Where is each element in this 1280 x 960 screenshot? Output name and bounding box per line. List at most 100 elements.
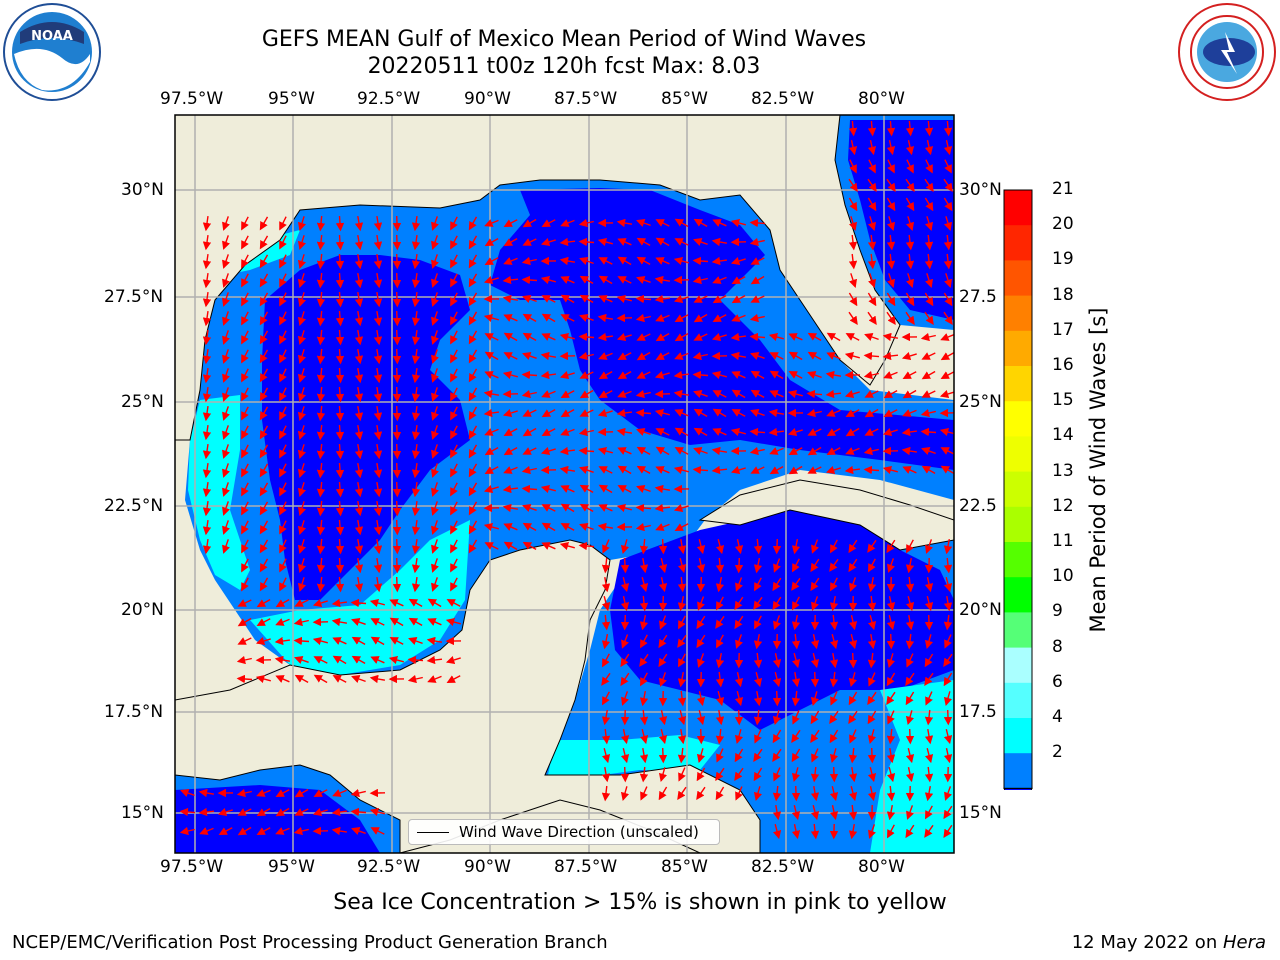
wind-arrow-icon (431, 216, 439, 231)
colorbar-segment (1004, 753, 1032, 789)
wind-arrow-icon (350, 807, 367, 817)
wind-arrow-icon (222, 463, 230, 478)
wind-arrow-icon (241, 539, 249, 554)
wind-arrow-icon (943, 653, 953, 667)
wind-arrow-icon (845, 409, 860, 417)
wind-arrow-icon (886, 672, 896, 687)
wind-arrow-icon (753, 709, 763, 726)
wind-arrow-icon (202, 234, 212, 251)
wind-arrow-icon (297, 368, 307, 384)
wind-arrow-icon (450, 311, 458, 326)
wind-arrow-icon (806, 389, 823, 399)
wind-arrow-icon (331, 826, 348, 836)
wind-arrow-icon (598, 484, 613, 494)
wind-arrow-icon (845, 333, 860, 341)
colorbar-tick-label: 20 (1052, 214, 1074, 235)
wind-arrow-icon (635, 389, 651, 399)
wind-arrow-icon (279, 520, 287, 535)
wind-arrow-icon (335, 557, 345, 574)
wind-arrow-icon (640, 634, 648, 649)
wind-arrow-icon (217, 807, 233, 817)
wind-arrow-icon (788, 351, 803, 361)
wind-arrow-icon (411, 538, 421, 555)
wind-arrow-icon (920, 332, 936, 342)
lon-label-top: 95°W (268, 89, 315, 109)
wind-arrow-icon (925, 691, 933, 706)
wind-arrow-icon (772, 785, 782, 802)
colorbar-segment (1004, 718, 1032, 754)
wind-arrow-icon (921, 370, 936, 380)
wind-arrow-icon (335, 424, 345, 441)
wind-arrow-icon (179, 120, 954, 840)
wind-arrow-icon (180, 789, 195, 797)
wind-arrow-icon (886, 292, 896, 307)
wind-arrow-icon (335, 462, 345, 479)
wind-arrow-icon (886, 615, 896, 631)
wind-arrow-icon (275, 807, 290, 817)
wind-arrow-icon (924, 253, 934, 270)
colorbar-segment (1004, 682, 1032, 719)
colorbar-border (1003, 189, 1033, 789)
wind-arrow-icon (331, 617, 348, 627)
wind-arrow-icon (316, 234, 326, 251)
wind-arrow-icon (335, 253, 345, 270)
wind-arrow-icon (316, 481, 326, 498)
wind-arrow-icon (294, 656, 309, 664)
wind-arrow-icon (559, 237, 576, 247)
wind-arrow-icon (408, 617, 423, 627)
wind-arrow-icon (411, 500, 421, 517)
wind-arrow-icon (259, 254, 269, 269)
wind-arrow-icon (943, 805, 953, 820)
wind-arrow-icon (411, 443, 421, 460)
wind-arrow-icon (597, 408, 613, 418)
wind-arrow-icon (468, 463, 478, 478)
wind-arrow-icon (810, 634, 820, 650)
wind-arrow-icon (468, 349, 478, 364)
wind-arrow-icon (468, 273, 478, 288)
wind-arrow-icon (848, 253, 858, 270)
wind-arrow-icon (522, 522, 537, 532)
wind-arrow-icon (503, 352, 518, 360)
wind-arrow-icon (712, 294, 727, 304)
wind-arrow-icon (864, 333, 879, 341)
wind-arrow-icon (222, 254, 230, 269)
wind-arrow-icon (522, 409, 537, 417)
wind-arrow-icon (905, 292, 915, 307)
wind-arrow-icon (331, 807, 347, 817)
wind-arrow-icon (450, 463, 458, 478)
wind-arrow-icon (354, 424, 364, 441)
wind-arrow-icon (241, 520, 249, 535)
wind-arrow-icon (411, 386, 421, 403)
wind-arrow-icon (279, 330, 287, 345)
wind-arrow-icon (335, 481, 345, 498)
colorbar (1003, 189, 1033, 790)
wind-arrow-icon (943, 253, 953, 270)
wind-arrow-icon (677, 576, 687, 593)
wind-arrow-icon (279, 254, 287, 269)
wind-arrow-icon (373, 576, 383, 593)
lat-label-left: 27.5°N (104, 287, 164, 307)
wind-arrow-icon (620, 557, 630, 574)
wind-arrow-icon (450, 406, 458, 421)
wind-arrow-icon (522, 427, 537, 437)
wind-arrow-icon (730, 465, 746, 475)
wind-arrow-icon (370, 827, 385, 835)
wind-arrow-icon (392, 291, 402, 308)
wind-arrow-icon (335, 386, 345, 403)
wind-arrow-icon (829, 766, 839, 783)
wind-arrow-icon (617, 390, 632, 398)
wind-arrow-icon (540, 446, 556, 456)
wind-arrow-icon (617, 276, 632, 284)
wind-arrow-icon (640, 786, 648, 801)
wind-arrow-icon (830, 691, 838, 706)
wind-arrow-icon (616, 218, 633, 228)
wind-arrow-icon (483, 389, 500, 399)
wind-arrow-icon (882, 332, 899, 342)
wind-arrow-icon (882, 351, 899, 361)
colorbar-tick-label: 17 (1052, 319, 1074, 340)
wind-arrow-icon (392, 329, 402, 346)
wind-arrow-icon (830, 539, 838, 554)
wind-arrow-icon (597, 237, 613, 247)
wind-arrow-icon (924, 748, 934, 764)
wind-arrow-icon (332, 637, 347, 645)
